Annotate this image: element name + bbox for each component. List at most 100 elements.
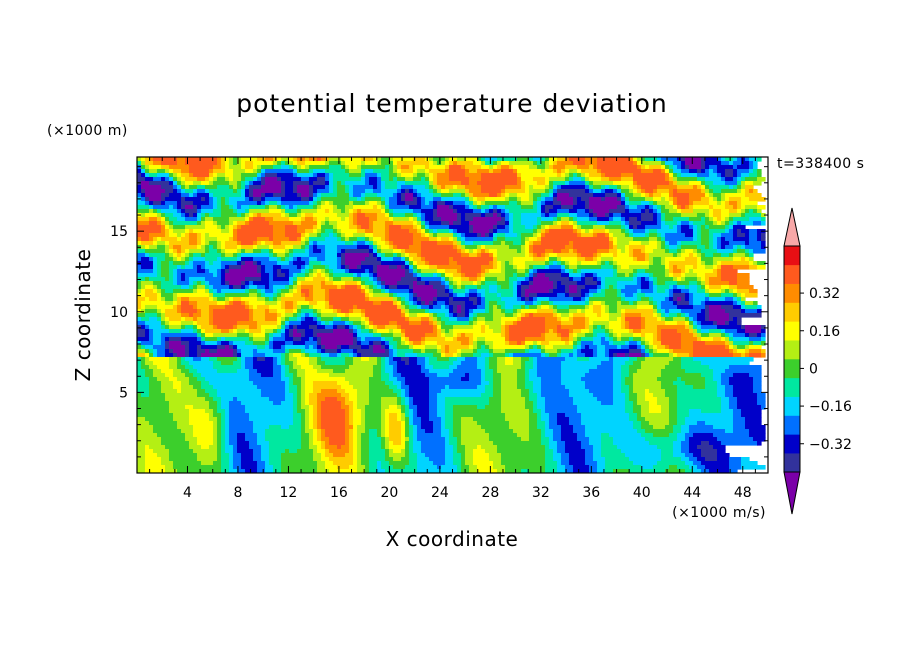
field-cell <box>725 225 730 230</box>
field-cell <box>325 173 330 178</box>
field-cell <box>385 181 398 186</box>
field-cell <box>465 233 478 238</box>
field-cell <box>669 197 674 202</box>
field-cell <box>381 333 394 338</box>
field-cell <box>561 433 578 438</box>
field-cell <box>161 289 166 294</box>
field-cell <box>293 325 298 330</box>
field-cell <box>645 197 654 202</box>
field-cell <box>641 241 650 246</box>
field-cell <box>285 341 294 346</box>
field-cell <box>285 309 294 314</box>
field-cell <box>729 401 738 406</box>
field-cell <box>661 329 678 334</box>
field-cell <box>709 197 714 202</box>
field-cell <box>361 313 366 318</box>
field-cell <box>361 193 366 198</box>
field-cell <box>529 249 534 254</box>
field-cell <box>617 189 622 194</box>
field-cell <box>293 397 298 402</box>
field-cell <box>497 193 502 198</box>
field-cell <box>169 377 178 382</box>
field-cell <box>273 241 282 246</box>
field-cell <box>437 317 442 322</box>
field-cell <box>521 201 534 206</box>
field-cell <box>137 393 142 398</box>
field-cell <box>313 293 326 298</box>
field-cell <box>493 377 502 382</box>
field-cell <box>733 297 738 302</box>
field-cell <box>713 369 726 374</box>
field-cell <box>529 373 538 378</box>
field-cell <box>709 193 714 198</box>
field-cell <box>541 389 570 394</box>
field-cell <box>293 373 298 378</box>
field-cell <box>509 193 518 198</box>
field-cell <box>645 189 654 194</box>
field-cell <box>157 317 162 322</box>
field-cell <box>677 245 682 250</box>
field-cell <box>521 361 526 366</box>
field-cell <box>761 353 766 358</box>
field-cell <box>569 209 578 214</box>
field-cell <box>649 257 654 262</box>
field-cell <box>257 265 262 270</box>
field-cell <box>417 229 422 234</box>
field-cell <box>681 229 694 234</box>
field-cell <box>257 433 266 438</box>
field-cell <box>737 281 750 286</box>
field-cell <box>409 301 414 306</box>
field-cell <box>353 213 358 218</box>
field-cell <box>733 301 738 306</box>
field-cell <box>713 233 722 238</box>
field-cell <box>221 265 226 270</box>
field-cell <box>413 261 418 266</box>
field-cell <box>693 297 706 302</box>
field-cell <box>429 417 442 422</box>
field-cell <box>493 329 502 334</box>
field-cell <box>473 193 490 198</box>
field-cell <box>153 269 158 274</box>
field-cell <box>517 265 526 270</box>
field-cell <box>689 253 694 258</box>
field-cell <box>637 289 642 294</box>
field-cell <box>481 297 486 302</box>
field-cell <box>737 189 742 194</box>
field-cell <box>429 317 434 322</box>
field-cell <box>313 285 322 290</box>
field-cell <box>253 161 274 166</box>
field-cell <box>349 189 354 194</box>
field-cell <box>357 197 362 202</box>
field-cell <box>169 217 178 222</box>
field-cell <box>209 177 214 182</box>
field-cell <box>313 337 318 342</box>
field-cell <box>237 225 242 230</box>
field-cell <box>481 177 518 182</box>
field-cell <box>357 285 362 290</box>
field-cell <box>177 157 186 162</box>
field-cell <box>381 397 398 402</box>
field-cell <box>309 405 314 410</box>
field-cell <box>237 221 246 226</box>
field-cell <box>521 365 526 370</box>
field-cell <box>733 217 750 222</box>
field-cell <box>509 333 542 338</box>
field-cell <box>337 313 346 318</box>
field-cell <box>381 201 386 206</box>
field-cell <box>693 265 698 270</box>
field-cell <box>633 269 638 274</box>
field-cell <box>749 189 754 194</box>
field-cell <box>149 349 154 354</box>
field-cell <box>353 185 374 190</box>
field-cell <box>381 249 394 254</box>
field-cell <box>409 297 414 302</box>
field-cell <box>633 409 642 414</box>
field-cell <box>729 217 734 222</box>
field-cell <box>589 177 602 182</box>
field-cell <box>169 165 190 170</box>
field-cell <box>329 161 342 166</box>
field-cell <box>397 397 402 402</box>
field-cell <box>273 165 282 170</box>
field-cell <box>685 257 698 262</box>
field-cell <box>641 317 646 322</box>
